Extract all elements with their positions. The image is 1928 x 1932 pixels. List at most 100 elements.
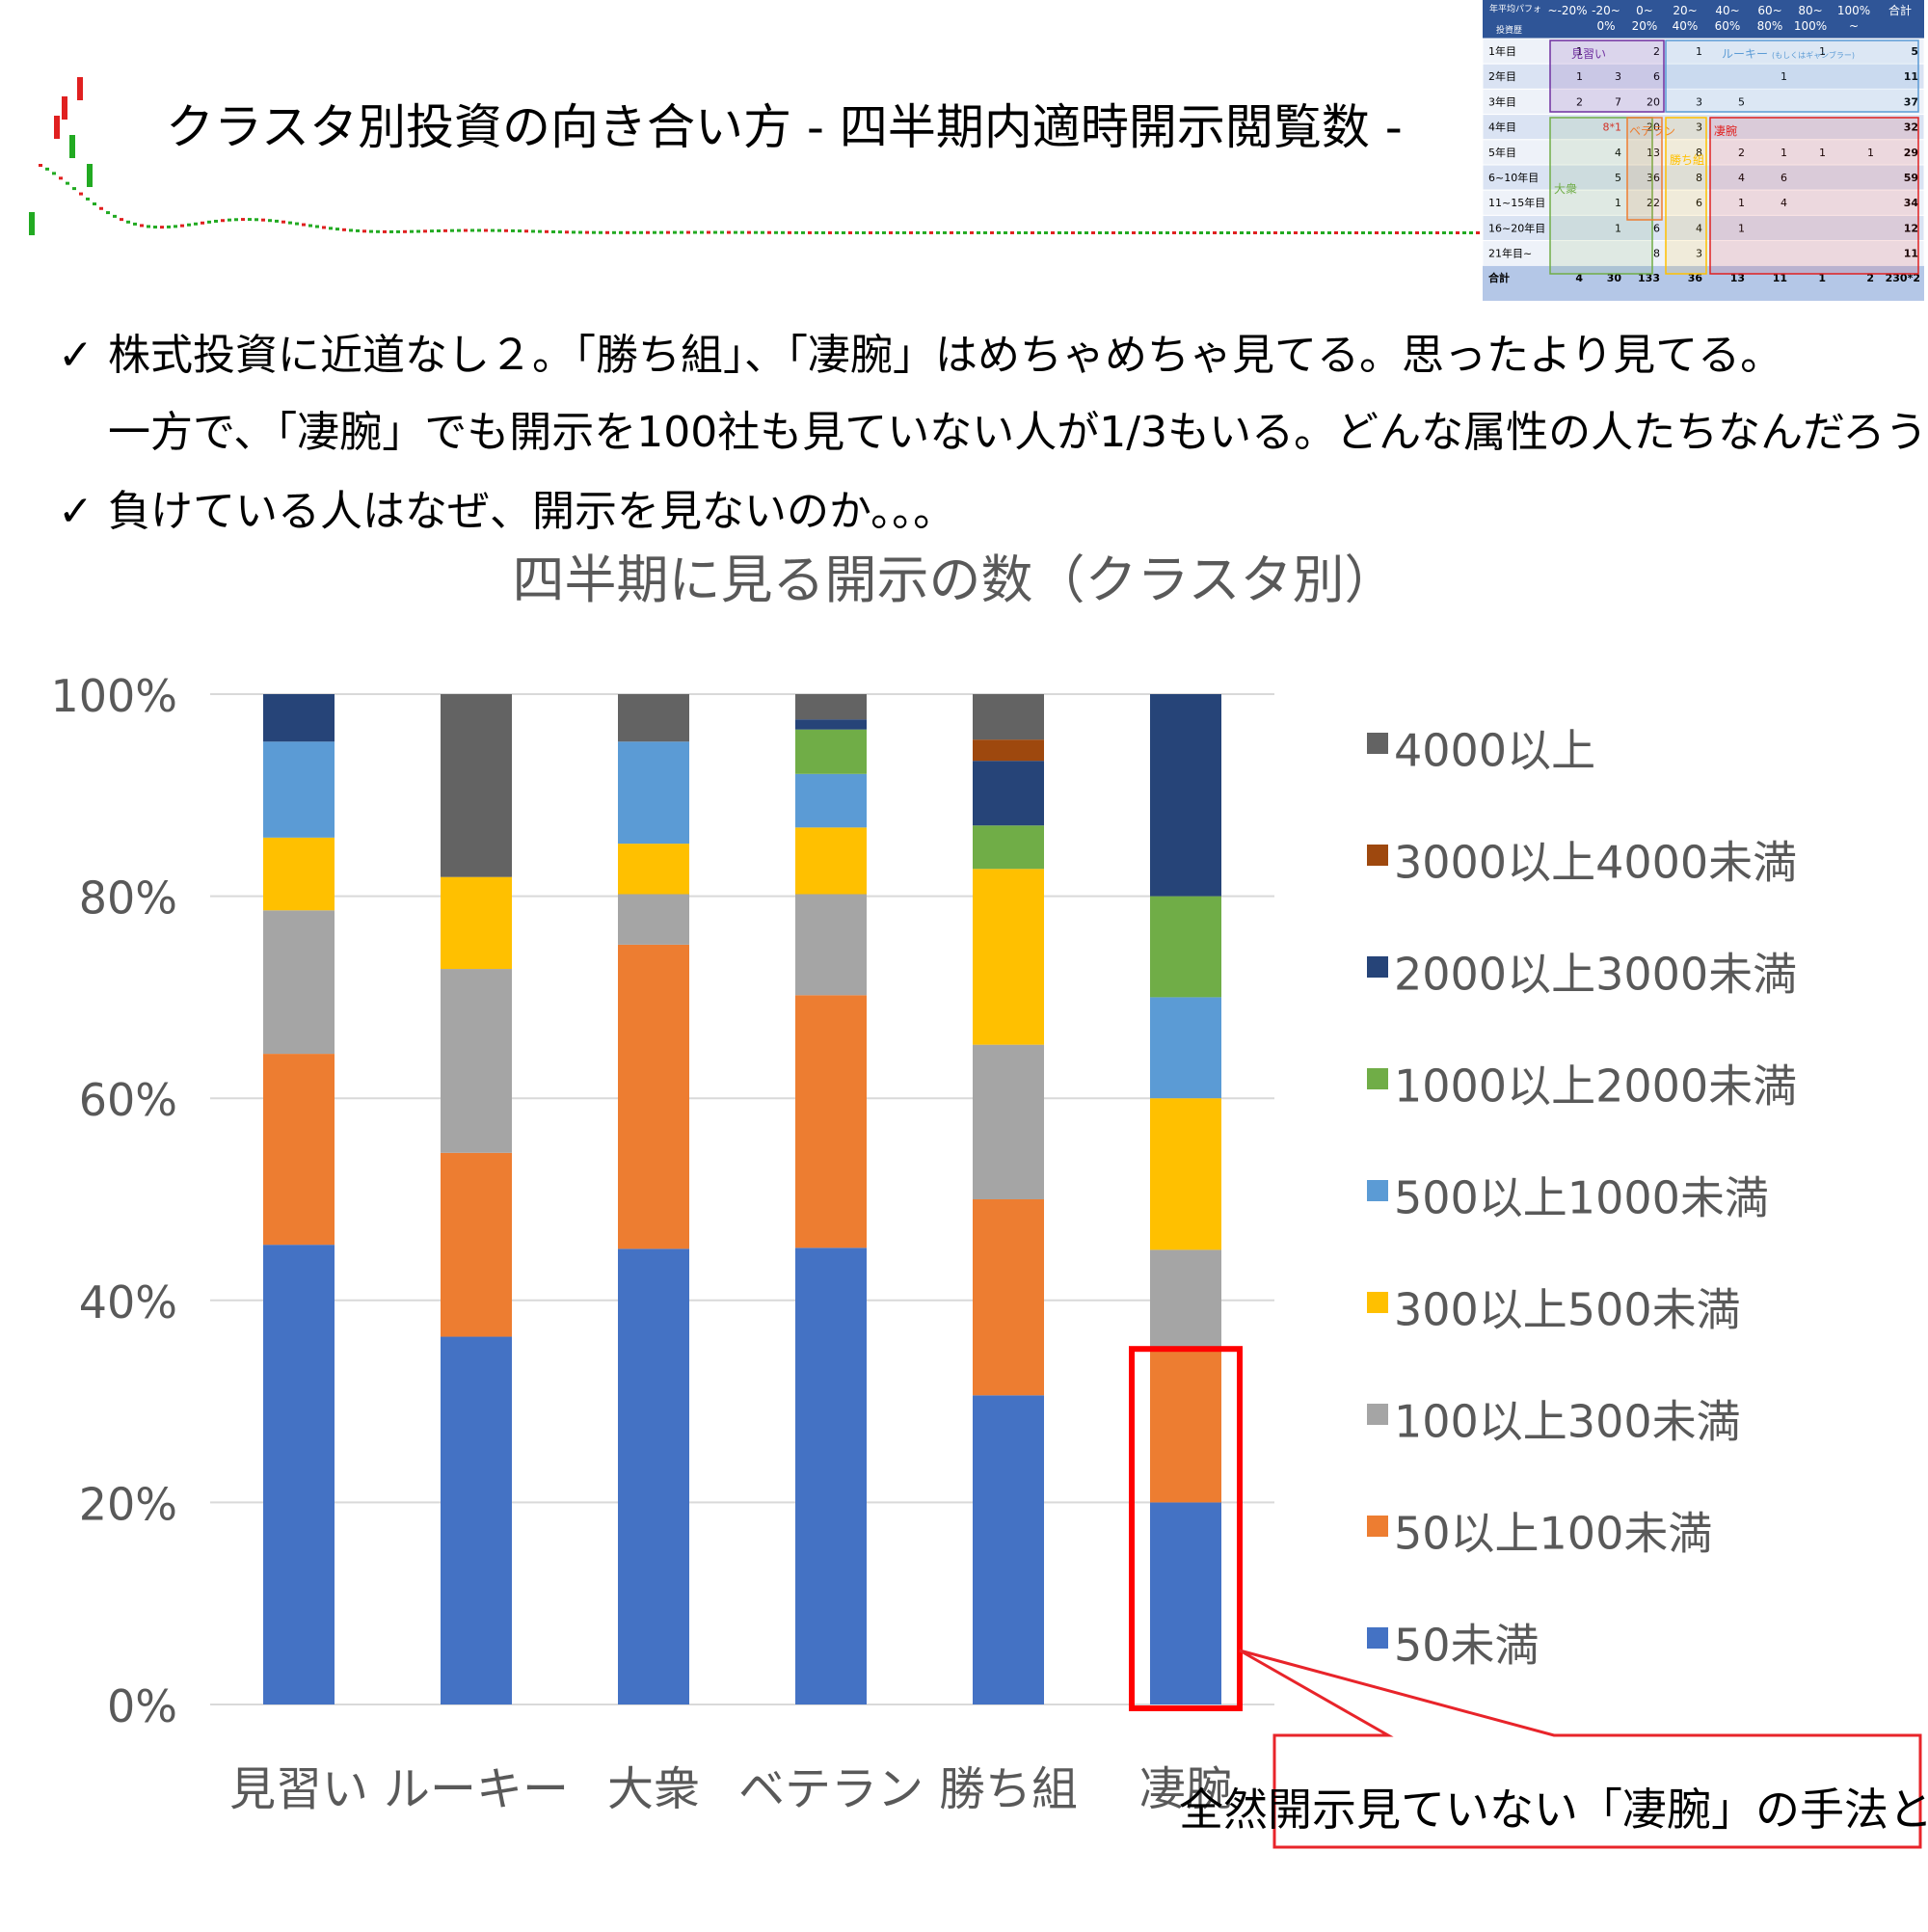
candle [565,230,569,234]
candle [518,229,522,233]
candle [788,230,791,234]
legend-swatch [1367,1180,1388,1201]
table-corner-top: 年平均パフォ [1489,3,1541,14]
x-tick-label: ルーキー [384,1762,569,1816]
table-cell: 6 [1781,172,1787,184]
candle [551,229,555,233]
candle [1321,230,1325,234]
candle [430,229,434,233]
bar-segment [1150,997,1221,1099]
table-cell: 8*1 [1603,121,1622,134]
cluster-label: ベテラン [1629,124,1675,138]
candle [1165,230,1169,234]
candle [1078,230,1082,234]
table-cell: 1 [1615,222,1621,234]
chart-title: 四半期に見る開示の数（クラスタ別） [513,550,1397,610]
table-row-bg [1482,240,1925,267]
table-col-header: 60% [1715,19,1741,33]
candle [659,230,663,234]
bar-segment [618,894,689,945]
candle [349,228,353,232]
legend-label: 50未満 [1394,1620,1540,1672]
candle [45,167,49,171]
candle [1435,230,1439,234]
candle [389,229,393,233]
candle [477,228,481,232]
candle [167,225,171,228]
table-row-bg [1482,139,1925,166]
candle [842,230,845,234]
candle [1111,230,1115,234]
candle [416,229,420,233]
cluster-label: 見習い [1571,47,1606,61]
table-cell: 1 [1738,197,1745,209]
table-cell: 1 [1781,147,1787,159]
candle [1132,230,1136,234]
bar-segment [973,1395,1044,1704]
table-col-header: 20~ [1673,4,1697,17]
candle [855,230,859,234]
table-cell: 11 [1904,70,1918,83]
candle [1341,230,1345,234]
table-total-cell: 11 [1773,272,1787,284]
candle [1233,230,1237,234]
cluster-box [1549,40,1665,113]
candle [767,230,771,234]
table-total-cell: 133 [1638,272,1660,284]
candle [531,229,535,233]
candle [470,228,474,232]
candle [93,202,96,206]
candle [605,230,609,234]
table-row-label: 16~20年目 [1488,221,1545,234]
candle [700,230,704,234]
candle [848,230,852,234]
bar-segment [973,869,1044,1045]
candle [1071,230,1075,234]
candle [612,230,616,234]
table-cell: 5 [1615,172,1621,184]
legend-label: 3000以上4000未満 [1394,837,1797,889]
candle [342,228,346,231]
candle [1084,230,1088,234]
candle [1044,230,1048,234]
cluster-table-thumbnail: 年平均パフォ 投資歴 ~-20% -20~ 0% 0~ 20% 20~ 40% 40~ 60% 60~… [1482,0,1925,301]
bullet-2-text: 負けている人はなぜ、開示を見ないのか。。。 [108,487,956,536]
candle [214,219,218,223]
bar-segment [795,729,867,774]
candle [1300,230,1304,234]
candle [54,116,60,139]
bar-segment [973,1199,1044,1396]
candle [126,220,130,224]
candle [1415,230,1419,234]
x-tick-label: 大衆 [607,1762,700,1816]
candle [774,230,778,234]
candle [1024,230,1028,234]
table-col-header: 100% [1794,19,1827,33]
candle [180,224,184,228]
candle [923,230,926,234]
legend-swatch [1367,1068,1388,1089]
highlight-box [1129,1346,1243,1711]
candle [241,218,245,222]
table-col-header: 80~ [1798,4,1822,17]
bar-segment [795,1248,867,1704]
candle [936,230,940,234]
candle [147,225,150,228]
table-cell: 8 [1696,147,1702,159]
bar-segment [618,844,689,895]
candle [673,230,677,234]
candle [484,228,488,232]
table-cell: 1 [1696,45,1702,58]
candle [869,230,872,234]
table-cell: 2 [1576,95,1583,108]
candle [254,218,258,222]
table-cell: 1 [1738,222,1745,234]
candle [734,230,737,234]
check-icon: ✓ [58,331,94,380]
table-cell: 11 [1904,248,1918,260]
candle [281,220,285,224]
candle [1395,230,1399,234]
table-cell: 4 [1615,147,1621,159]
candle [1334,230,1338,234]
bar-segment [263,741,335,838]
